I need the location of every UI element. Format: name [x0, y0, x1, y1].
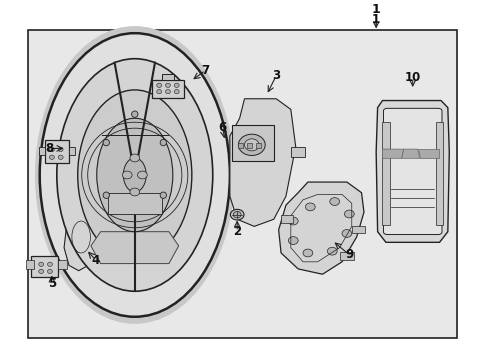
Text: 3: 3 — [272, 69, 280, 82]
FancyBboxPatch shape — [44, 140, 69, 163]
Text: 2: 2 — [233, 225, 241, 238]
FancyBboxPatch shape — [238, 143, 243, 148]
FancyBboxPatch shape — [351, 226, 365, 234]
Ellipse shape — [78, 90, 191, 260]
FancyBboxPatch shape — [246, 143, 251, 148]
Ellipse shape — [244, 139, 259, 151]
Polygon shape — [375, 100, 448, 242]
FancyBboxPatch shape — [281, 215, 293, 223]
Ellipse shape — [238, 134, 264, 156]
Ellipse shape — [39, 269, 43, 274]
Ellipse shape — [35, 26, 234, 324]
Text: 10: 10 — [404, 71, 420, 84]
Polygon shape — [64, 205, 101, 271]
Polygon shape — [401, 149, 419, 158]
Ellipse shape — [39, 262, 43, 266]
Ellipse shape — [344, 210, 353, 218]
Ellipse shape — [233, 211, 241, 218]
Ellipse shape — [123, 158, 146, 192]
Polygon shape — [290, 147, 305, 157]
Ellipse shape — [157, 83, 161, 87]
Ellipse shape — [165, 90, 170, 94]
Ellipse shape — [174, 83, 179, 87]
Text: 9: 9 — [345, 248, 353, 261]
Ellipse shape — [230, 210, 244, 220]
Ellipse shape — [288, 217, 298, 225]
Ellipse shape — [131, 111, 138, 117]
Ellipse shape — [130, 154, 140, 162]
Ellipse shape — [97, 118, 172, 232]
Ellipse shape — [122, 171, 132, 179]
Text: 5: 5 — [48, 276, 56, 289]
Ellipse shape — [130, 188, 140, 196]
Text: 4: 4 — [91, 253, 100, 266]
Text: 1: 1 — [371, 3, 380, 16]
Ellipse shape — [40, 33, 229, 317]
Text: 1: 1 — [371, 13, 380, 26]
Ellipse shape — [305, 203, 315, 211]
Polygon shape — [417, 149, 438, 158]
FancyBboxPatch shape — [435, 122, 442, 225]
Polygon shape — [278, 182, 363, 274]
Ellipse shape — [47, 262, 52, 266]
Ellipse shape — [137, 171, 147, 179]
Text: 6: 6 — [218, 121, 226, 134]
FancyBboxPatch shape — [39, 147, 44, 156]
FancyBboxPatch shape — [31, 256, 58, 277]
Ellipse shape — [58, 147, 63, 152]
FancyBboxPatch shape — [27, 30, 456, 338]
Ellipse shape — [160, 192, 166, 198]
Polygon shape — [91, 232, 178, 264]
Ellipse shape — [103, 192, 109, 198]
Ellipse shape — [303, 249, 312, 257]
Polygon shape — [382, 149, 403, 158]
Ellipse shape — [47, 269, 52, 274]
FancyBboxPatch shape — [232, 125, 273, 161]
Ellipse shape — [49, 147, 54, 152]
FancyBboxPatch shape — [339, 252, 353, 260]
Text: 8: 8 — [45, 142, 54, 155]
FancyBboxPatch shape — [152, 80, 183, 98]
FancyBboxPatch shape — [25, 260, 34, 269]
Ellipse shape — [49, 155, 54, 159]
Ellipse shape — [58, 155, 63, 159]
FancyBboxPatch shape — [69, 147, 75, 156]
Ellipse shape — [103, 139, 109, 146]
FancyBboxPatch shape — [58, 260, 66, 269]
FancyBboxPatch shape — [383, 108, 441, 234]
Ellipse shape — [57, 59, 212, 291]
FancyBboxPatch shape — [255, 143, 260, 148]
FancyBboxPatch shape — [161, 74, 173, 80]
Ellipse shape — [329, 198, 339, 206]
Ellipse shape — [174, 90, 179, 94]
Polygon shape — [229, 99, 295, 226]
Ellipse shape — [341, 230, 351, 237]
Ellipse shape — [288, 237, 298, 244]
Ellipse shape — [165, 83, 170, 87]
Ellipse shape — [327, 247, 336, 255]
Text: 7: 7 — [201, 64, 209, 77]
Ellipse shape — [160, 139, 166, 146]
FancyBboxPatch shape — [382, 122, 389, 225]
Ellipse shape — [157, 90, 161, 94]
FancyBboxPatch shape — [108, 193, 161, 214]
